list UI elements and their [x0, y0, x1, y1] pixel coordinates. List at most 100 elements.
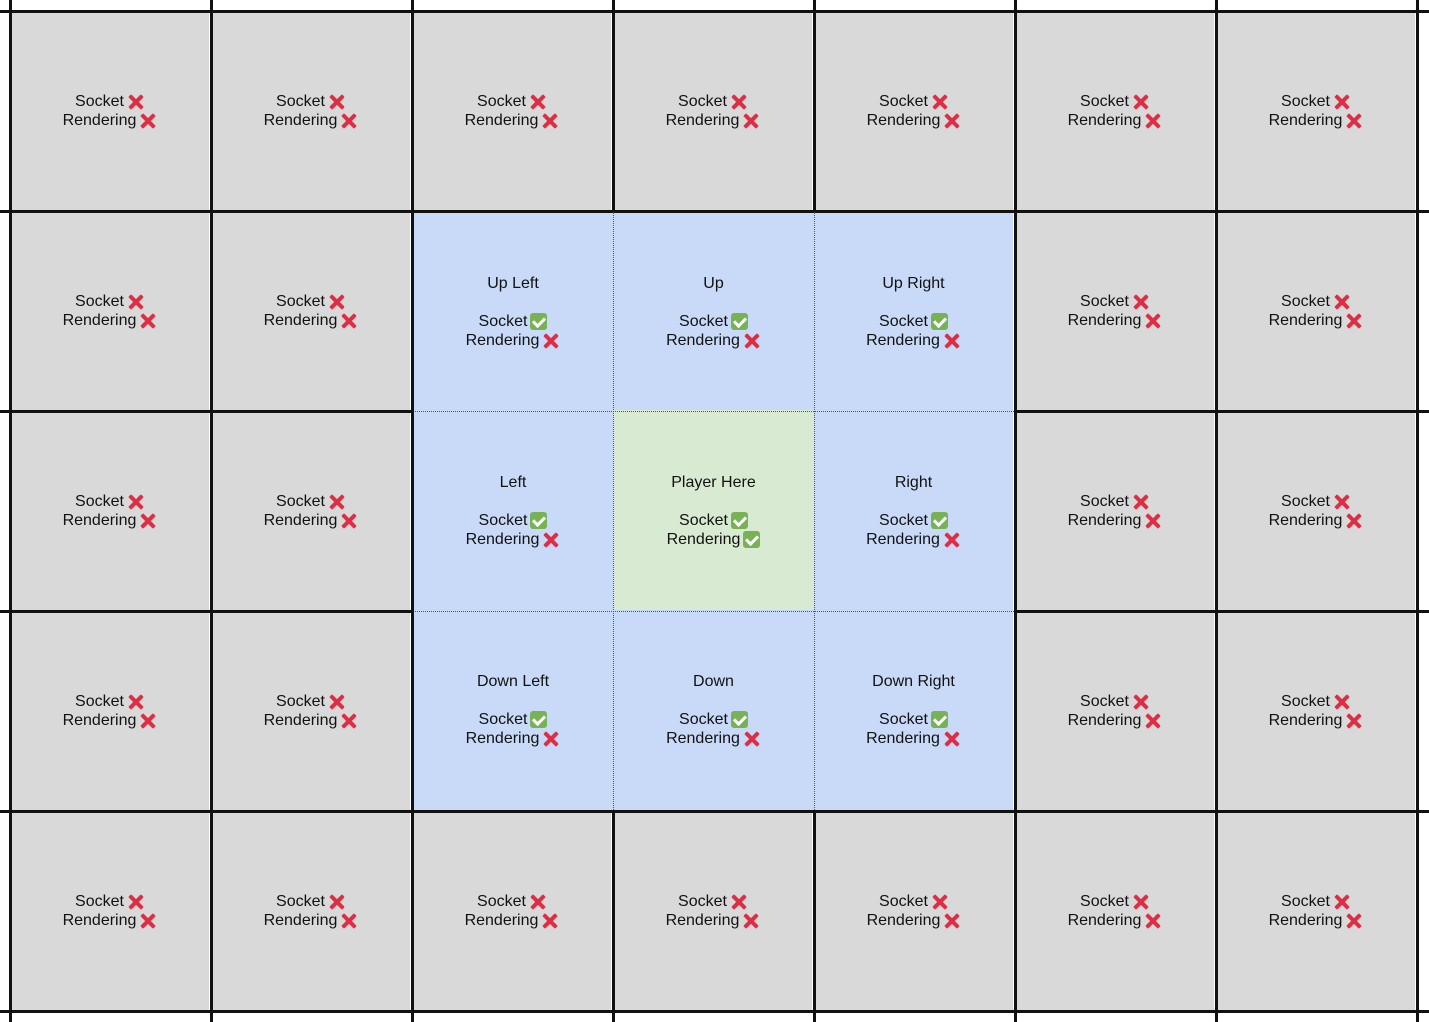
socket-status-label: Socket: [478, 512, 528, 529]
cross-mark-icon: [127, 493, 145, 511]
grid-line: [813, 0, 816, 212]
rendering-status-label: Rendering: [62, 712, 137, 729]
socket-status-label: Socket: [679, 512, 728, 529]
cross-mark-icon: [1333, 893, 1351, 911]
socket-status-label: Socket: [1080, 93, 1129, 110]
cross-mark-icon: [943, 912, 961, 930]
rendering-status-label: Rendering: [666, 531, 741, 548]
cross-mark-icon: [743, 332, 761, 350]
nearby-chunk-cell: Down Left Socket Rendering: [413, 610, 613, 810]
chunk-cell: Socket Rendering: [11, 212, 209, 410]
grid-line: [612, 810, 615, 1022]
socket-status-line: Socket: [276, 92, 346, 111]
socket-status-label: Socket: [879, 711, 928, 728]
cross-mark-icon: [931, 93, 949, 111]
chunk-cell: Socket Rendering: [413, 12, 611, 210]
cell-title: Down: [693, 673, 734, 690]
socket-status-label: Socket: [1281, 293, 1330, 310]
rendering-status-label: Rendering: [263, 112, 338, 129]
cross-mark-icon: [1345, 112, 1363, 130]
cross-mark-icon: [1333, 293, 1351, 311]
cross-mark-icon: [139, 712, 157, 730]
cross-mark-icon: [529, 93, 547, 111]
socket-status-label: Socket: [478, 711, 528, 728]
rendering-status-line: Rendering: [63, 111, 158, 130]
socket-status-label: Socket: [75, 893, 124, 910]
cell-title: Player Here: [671, 474, 756, 491]
cross-mark-icon: [328, 693, 346, 711]
socket-status-label: Socket: [478, 313, 528, 330]
grid-line: [9, 0, 12, 1022]
cross-mark-icon: [542, 332, 560, 350]
grid-line: [1014, 0, 1017, 1022]
socket-status-label: Socket: [1080, 293, 1129, 310]
grid-line: [1215, 0, 1218, 1022]
rendering-status-label: Rendering: [62, 912, 137, 929]
socket-status-line: Socket: [479, 710, 548, 729]
rendering-status-line: Rendering: [264, 311, 359, 330]
socket-status-line: Socket: [75, 92, 145, 111]
nearby-chunk-cell: Up Socket Rendering: [613, 212, 814, 412]
chunk-cell: Socket Rendering: [815, 12, 1013, 210]
socket-status-label: Socket: [879, 93, 928, 110]
cross-mark-icon: [542, 531, 560, 549]
rendering-status-line: Rendering: [63, 511, 158, 530]
rendering-status-line: Rendering: [1269, 111, 1364, 130]
cross-mark-icon: [730, 893, 748, 911]
rendering-status-label: Rendering: [1067, 312, 1142, 329]
socket-status-line: Socket: [479, 312, 548, 331]
socket-status-line: Socket: [879, 511, 948, 530]
rendering-status-label: Rendering: [465, 730, 540, 747]
socket-status-label: Socket: [75, 293, 124, 310]
cross-mark-icon: [730, 93, 748, 111]
rendering-status-label: Rendering: [464, 112, 539, 129]
socket-status-label: Socket: [678, 893, 727, 910]
socket-status-label: Socket: [1281, 693, 1330, 710]
grid-line: [813, 810, 816, 1022]
socket-status-label: Socket: [879, 512, 928, 529]
chunk-cell: Socket Rendering: [1217, 12, 1415, 210]
check-mark-icon: [730, 313, 748, 330]
cross-mark-icon: [328, 493, 346, 511]
socket-status-label: Socket: [75, 93, 124, 110]
chunk-cell: Socket Rendering: [1016, 212, 1214, 410]
cross-mark-icon: [743, 730, 761, 748]
rendering-status-line: Rendering: [264, 911, 359, 930]
cross-mark-icon: [1132, 893, 1150, 911]
cross-mark-icon: [340, 912, 358, 930]
rendering-status-label: Rendering: [866, 912, 941, 929]
rendering-status-label: Rendering: [665, 112, 740, 129]
socket-status-line: Socket: [679, 312, 748, 331]
rendering-status-label: Rendering: [62, 312, 137, 329]
rendering-status-line: Rendering: [466, 331, 561, 350]
cross-mark-icon: [1333, 93, 1351, 111]
cross-mark-icon: [1333, 693, 1351, 711]
check-mark-icon: [730, 711, 748, 728]
chunk-cell: Socket Rendering: [815, 812, 1013, 1010]
cross-mark-icon: [340, 112, 358, 130]
check-mark-icon: [743, 531, 761, 548]
check-mark-icon: [930, 512, 948, 529]
cross-mark-icon: [1333, 493, 1351, 511]
rendering-status-line: Rendering: [264, 511, 359, 530]
grid-line: [0, 610, 413, 613]
socket-status-label: Socket: [879, 313, 928, 330]
rendering-status-label: Rendering: [62, 112, 137, 129]
chunk-cell: Socket Rendering: [11, 412, 209, 610]
rendering-status-label: Rendering: [666, 332, 740, 349]
socket-status-line: Socket: [276, 292, 346, 311]
socket-status-label: Socket: [276, 93, 325, 110]
cross-mark-icon: [1345, 912, 1363, 930]
socket-status-label: Socket: [679, 711, 728, 728]
grid-line: [1014, 610, 1429, 613]
rendering-status-line: Rendering: [1269, 511, 1364, 530]
cross-mark-icon: [1132, 293, 1150, 311]
nearby-chunk-cell: Down Socket Rendering: [613, 610, 814, 810]
grid-line: [612, 0, 615, 212]
cross-mark-icon: [1345, 512, 1363, 530]
rendering-status-label: Rendering: [1268, 312, 1343, 329]
cross-mark-icon: [541, 112, 559, 130]
rendering-status-line: Rendering: [1269, 711, 1364, 730]
socket-status-label: Socket: [1281, 493, 1330, 510]
check-mark-icon: [530, 711, 548, 728]
